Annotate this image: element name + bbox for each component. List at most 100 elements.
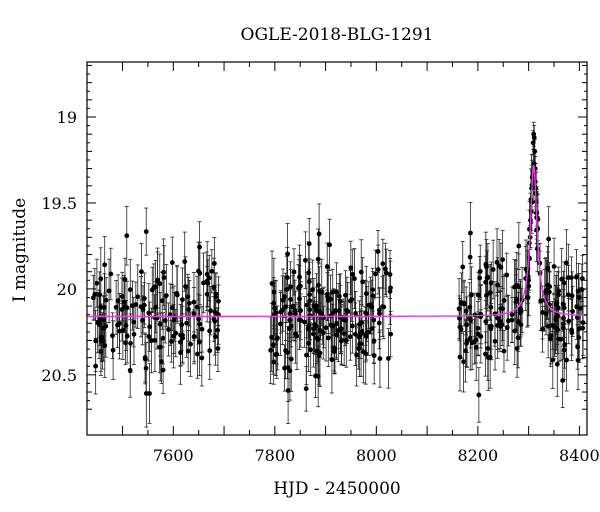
data-point <box>329 357 335 363</box>
data-point <box>207 348 213 354</box>
data-point <box>548 333 554 339</box>
data-point <box>370 287 376 293</box>
data-point <box>352 331 358 337</box>
data-point <box>461 359 466 365</box>
data-point <box>509 317 515 323</box>
y-tick-label: 19.5 <box>41 194 77 213</box>
data-point <box>349 323 355 329</box>
data-point <box>102 343 108 349</box>
y-tick-label: 19 <box>57 108 77 127</box>
data-point <box>376 320 382 326</box>
data-point <box>369 326 375 332</box>
data-point <box>285 388 291 393</box>
data-point <box>364 311 370 317</box>
data-point <box>124 305 130 311</box>
data-point <box>99 335 105 340</box>
data-point <box>371 317 377 323</box>
data-point <box>556 288 562 294</box>
data-point <box>124 233 130 239</box>
data-point <box>483 351 488 357</box>
data-point <box>103 297 109 303</box>
data-point <box>575 357 581 363</box>
data-point <box>371 339 377 344</box>
data-point <box>526 283 532 289</box>
data-point <box>271 359 277 365</box>
data-point <box>279 307 285 313</box>
data-point <box>484 292 489 298</box>
data-point <box>365 329 371 335</box>
data-point <box>285 350 290 356</box>
data-point <box>197 244 202 250</box>
data-point <box>191 334 197 340</box>
data-point <box>106 288 112 294</box>
data-point <box>576 295 582 300</box>
data-point <box>306 241 312 247</box>
data-point <box>501 348 507 354</box>
data-point <box>488 304 494 310</box>
data-point <box>457 324 463 330</box>
data-point <box>271 289 277 295</box>
data-point <box>554 361 560 367</box>
data-point <box>531 161 537 167</box>
data-point <box>527 226 532 232</box>
data-point <box>494 259 500 265</box>
data-point <box>186 306 191 312</box>
data-point <box>304 302 310 308</box>
data-point <box>319 289 325 295</box>
data-point <box>562 342 568 348</box>
data-point <box>157 321 163 327</box>
data-point <box>531 135 537 141</box>
data-point <box>353 311 359 316</box>
data-point <box>331 349 337 354</box>
data-point <box>115 322 120 328</box>
data-point <box>143 391 149 396</box>
data-point <box>305 326 311 332</box>
data-point <box>179 322 185 328</box>
data-point <box>495 323 501 328</box>
data-point <box>468 230 473 236</box>
data-point <box>343 337 349 343</box>
data-point <box>569 327 574 333</box>
data-point <box>472 312 478 318</box>
data-point <box>143 229 149 235</box>
data-point <box>275 335 280 341</box>
data-point <box>102 262 108 268</box>
data-point <box>534 246 540 252</box>
data-point <box>209 268 215 274</box>
data-point <box>297 317 302 323</box>
data-point <box>566 318 572 324</box>
data-point <box>504 325 510 331</box>
data-point <box>195 351 200 357</box>
y-axis-ticks: 19 19.5 20 20.5 <box>41 64 587 410</box>
data-point <box>184 320 190 326</box>
data-points <box>90 131 586 398</box>
data-point <box>485 355 491 360</box>
data-point <box>483 261 489 267</box>
data-point <box>149 338 154 343</box>
data-point <box>388 285 393 291</box>
data-point <box>311 331 316 337</box>
data-point <box>496 263 502 269</box>
data-point <box>169 305 175 311</box>
data-point <box>377 311 382 317</box>
data-point <box>288 323 294 329</box>
x-tick-label: 7800 <box>254 446 295 465</box>
data-point <box>307 313 313 318</box>
data-point <box>268 347 274 353</box>
data-point <box>463 348 468 354</box>
data-point <box>555 327 561 333</box>
data-point <box>307 292 313 297</box>
data-point <box>576 326 582 332</box>
data-point <box>574 315 580 320</box>
data-point <box>538 298 544 304</box>
data-point <box>157 344 163 350</box>
x-axis-ticks: 7600 7800 8000 8200 8400 <box>122 62 600 465</box>
data-point <box>269 281 275 286</box>
data-point <box>564 260 569 266</box>
data-point <box>270 342 276 348</box>
data-point <box>196 316 201 322</box>
data-point <box>123 323 129 328</box>
y-axis-label: I magnitude <box>10 198 30 302</box>
data-point <box>457 315 462 321</box>
data-point <box>543 311 549 317</box>
